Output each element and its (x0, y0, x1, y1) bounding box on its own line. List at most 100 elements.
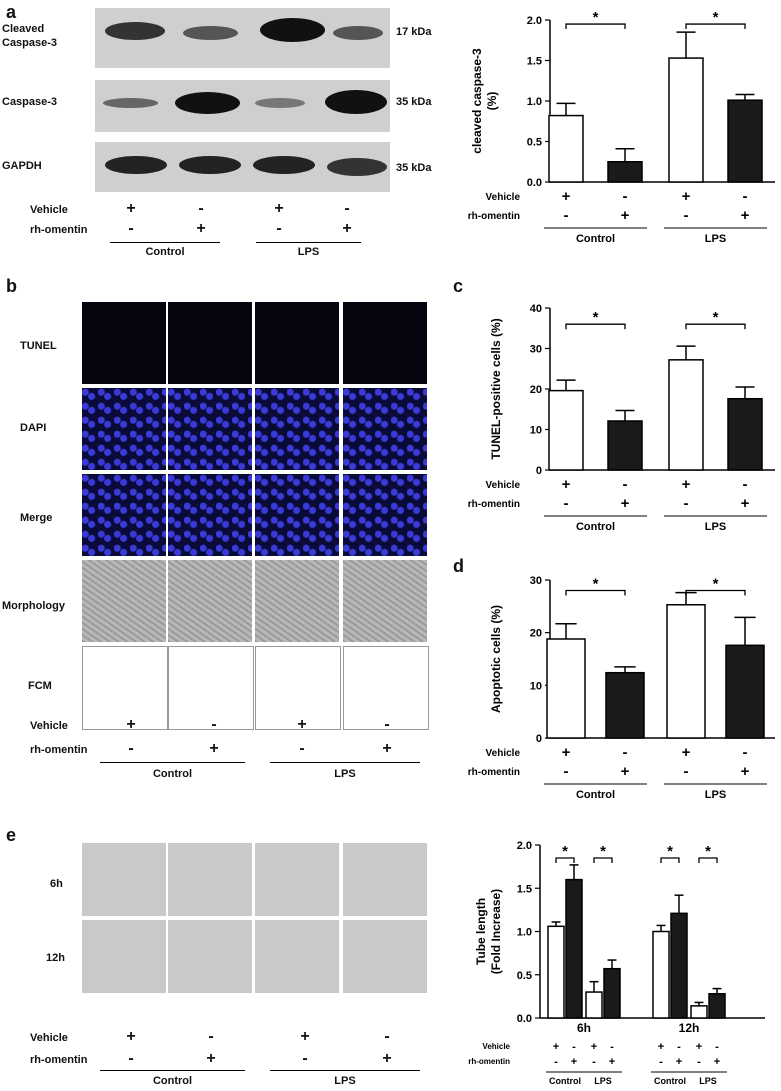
micrograph-tile (343, 560, 427, 642)
y-tick-label: 0.5 (517, 970, 532, 982)
y-axis-label: (%) (485, 92, 499, 111)
vehicle-sign: - (743, 744, 748, 761)
y-tick-label: 0.0 (527, 177, 542, 189)
micrograph-tile (168, 560, 252, 642)
group-label: Control (152, 768, 193, 780)
vehicle-sign: - (677, 1041, 681, 1053)
image-row-label: 12h (46, 952, 65, 964)
vehicle-sign: + (696, 1041, 702, 1053)
omentin-sign: - (564, 207, 569, 224)
bar (708, 993, 726, 1019)
significance-bracket (698, 857, 718, 863)
omentin-sign: + (382, 1050, 392, 1067)
vehicle-sign: + (591, 1041, 597, 1053)
bar (607, 161, 643, 183)
omentin-sign: - (299, 740, 305, 757)
micrograph-tile (255, 646, 341, 730)
omentin-sign: + (206, 1050, 216, 1067)
omentin-sign: + (741, 763, 750, 780)
bar (668, 57, 704, 183)
micrograph-tile (255, 388, 339, 470)
significance-star: * (593, 576, 599, 593)
panel-label-b: b (6, 276, 17, 296)
y-axis-label: (Fold Increase) (489, 889, 503, 974)
omentin-label: rh-omentin (30, 744, 88, 756)
bar (585, 991, 603, 1019)
group-label: Control (654, 1076, 686, 1086)
vehicle-sign: + (682, 744, 691, 761)
group-line (100, 762, 245, 763)
group-label: LPS (699, 1076, 717, 1086)
omentin-sign: - (554, 1056, 558, 1068)
micrograph-tile (343, 843, 427, 916)
y-tick-label: 10 (530, 425, 542, 437)
significance-bracket (565, 589, 626, 596)
omentin-sign: + (741, 495, 750, 512)
vehicle-sign: - (384, 1028, 390, 1045)
omentin-sign: - (564, 495, 569, 512)
vehicle-sign: - (610, 1041, 614, 1053)
group-label: LPS (297, 246, 320, 258)
blot-kda-gapdh: 35 kDa (396, 162, 432, 174)
group-line (270, 1070, 420, 1071)
blot-kda-cleaved: 17 kDa (396, 26, 432, 38)
vehicle-sign: + (126, 1028, 136, 1045)
vehicle-label: Vehicle (30, 204, 68, 216)
bar (725, 644, 765, 739)
micrograph-tile (82, 388, 166, 470)
micrograph-tile (255, 920, 339, 993)
significance-bracket (555, 857, 575, 863)
vehicle-sign: + (553, 1041, 559, 1053)
omentin-sign: - (128, 1050, 134, 1067)
micrograph-tile (82, 474, 166, 556)
significance-bracket (685, 589, 746, 596)
omentin-sign: - (302, 1050, 308, 1067)
y-tick-label: 10 (530, 680, 542, 692)
omentin-label: rh-omentin (468, 1057, 510, 1066)
vehicle-sign: - (208, 1028, 214, 1045)
omentin-sign: - (659, 1056, 663, 1068)
micrograph-tile (255, 302, 339, 384)
omentin-label: rh-omentin (468, 499, 520, 510)
group-label: LPS (334, 1075, 356, 1087)
group-label: Control (576, 789, 615, 801)
micrograph-tile (255, 843, 339, 916)
omentin-sign: - (592, 1056, 596, 1068)
y-tick-label: 0.0 (517, 1013, 532, 1025)
group-label: LPS (334, 768, 356, 780)
omentin-sign: + (621, 763, 630, 780)
micrograph-tile (82, 560, 166, 642)
panel-label-c: c (453, 276, 464, 296)
vehicle-sign: - (211, 716, 217, 733)
bar (607, 420, 643, 471)
vehicle-sign: + (562, 744, 571, 761)
micrograph-tile (255, 560, 339, 642)
omentin-sign: - (564, 763, 569, 780)
micrograph-tile (168, 302, 252, 384)
significance-star: * (713, 576, 719, 593)
omentin-sign: + (196, 220, 206, 237)
y-tick-label: 20 (530, 628, 542, 640)
micrograph-tile (168, 474, 252, 556)
omentin-label: rh-omentin (30, 224, 88, 236)
y-tick-label: 0.5 (527, 137, 542, 149)
blot-row-label-gapdh: GAPDH (2, 160, 42, 172)
blot-strip-caspase (95, 80, 390, 132)
omentin-sign: - (684, 763, 689, 780)
omentin-sign: + (621, 495, 630, 512)
omentin-sign: + (621, 207, 630, 224)
significance-star: * (713, 309, 719, 326)
blot-kda-caspase: 35 kDa (396, 96, 432, 108)
omentin-sign: + (676, 1056, 682, 1068)
micrograph-tile (168, 920, 252, 993)
blot-strip-gapdh (95, 142, 390, 192)
y-axis-label: cleaved caspase-3 (470, 48, 484, 154)
group-label: LPS (705, 789, 726, 801)
y-tick-label: 2.0 (517, 840, 532, 852)
micrograph-tile (343, 920, 427, 993)
omentin-sign: - (128, 740, 134, 757)
chart-apoptotic: 0 10 20 30 Apoptotic cells (%) * * Vehicle rh-om… (468, 575, 775, 801)
significance-star: * (600, 843, 606, 860)
y-tick-label: 20 (530, 384, 542, 396)
micrograph-tile (82, 920, 166, 993)
